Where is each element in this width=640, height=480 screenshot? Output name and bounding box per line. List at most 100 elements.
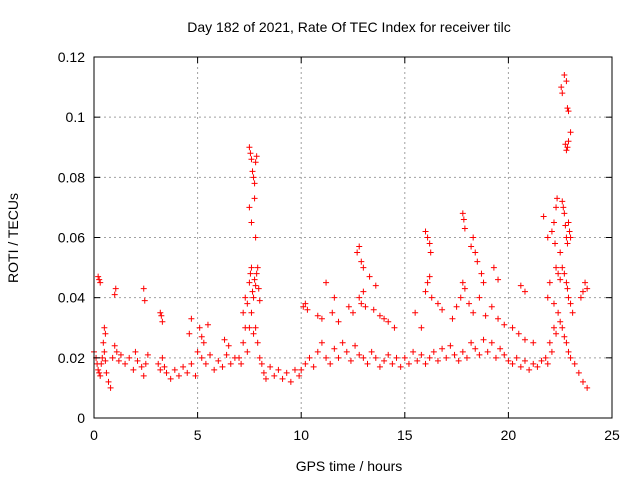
data-point (141, 297, 148, 304)
data-point (468, 339, 475, 346)
data-point (393, 354, 400, 361)
data-point (472, 345, 479, 352)
data-point (553, 330, 560, 337)
data-points (91, 72, 591, 391)
y-tick-label: 0.08 (58, 169, 85, 185)
data-point (546, 279, 553, 286)
data-point (405, 360, 412, 367)
data-point (111, 342, 118, 349)
data-point (251, 276, 258, 283)
data-point (339, 339, 346, 346)
data-point (426, 354, 433, 361)
data-point (470, 309, 477, 316)
data-point (461, 225, 468, 232)
data-point (544, 360, 551, 367)
data-point (422, 360, 429, 367)
data-point (422, 228, 429, 235)
data-point (564, 144, 571, 151)
data-point (360, 354, 367, 361)
data-point (107, 384, 114, 391)
data-point (192, 372, 199, 379)
data-point (194, 348, 201, 355)
data-point (109, 354, 116, 361)
data-point (247, 270, 254, 277)
data-point (509, 324, 516, 331)
data-point (314, 312, 321, 319)
data-point (577, 294, 584, 301)
data-point (318, 339, 325, 346)
data-point (472, 249, 479, 256)
data-point (196, 324, 203, 331)
data-point (304, 306, 311, 313)
data-point (538, 357, 545, 364)
data-point (347, 357, 354, 364)
data-point (495, 276, 502, 283)
data-point (439, 345, 446, 352)
data-point (476, 351, 483, 358)
y-tick-label: 0.02 (58, 350, 85, 366)
data-point (221, 336, 228, 343)
data-point (553, 264, 560, 271)
data-point (439, 306, 446, 313)
data-point (227, 360, 234, 367)
data-point (565, 138, 572, 145)
data-point (343, 348, 350, 355)
data-point (167, 375, 174, 382)
data-point (466, 300, 473, 307)
data-point (95, 366, 102, 373)
data-point (381, 315, 388, 322)
data-point (248, 264, 255, 271)
data-point (443, 354, 450, 361)
data-point (247, 150, 254, 157)
data-point (144, 351, 151, 358)
data-point (95, 273, 102, 280)
data-point (198, 333, 205, 340)
data-point (126, 354, 133, 361)
data-point (252, 234, 259, 241)
data-point (391, 324, 398, 331)
data-point (555, 309, 562, 316)
data-point (368, 348, 375, 355)
data-point (552, 240, 559, 247)
data-point (223, 351, 230, 358)
data-point (530, 339, 537, 346)
data-point (557, 249, 564, 256)
data-point (428, 294, 435, 301)
data-point (557, 318, 564, 325)
data-point (410, 348, 417, 355)
data-point (253, 153, 260, 160)
data-point (296, 372, 303, 379)
data-point (198, 354, 205, 361)
data-point (188, 315, 195, 322)
y-axis-label: ROTI / TECUs (5, 193, 21, 283)
data-point (480, 279, 487, 286)
data-point (251, 195, 258, 202)
data-point (306, 354, 313, 361)
data-point (550, 219, 557, 226)
data-point (579, 288, 586, 295)
data-point (250, 294, 257, 301)
data-point (354, 249, 361, 256)
data-point (426, 273, 433, 280)
data-point (550, 300, 557, 307)
data-point (460, 216, 467, 223)
y-tick-label: 0.12 (58, 49, 85, 65)
data-point (101, 324, 108, 331)
data-point (117, 351, 124, 358)
data-point (566, 228, 573, 235)
data-point (401, 354, 408, 361)
data-point (186, 330, 193, 337)
data-point (253, 270, 260, 277)
data-point (138, 363, 145, 370)
data-point (463, 354, 470, 361)
data-point (360, 264, 367, 271)
data-point (567, 234, 574, 241)
data-point (370, 306, 377, 313)
data-point (513, 354, 520, 361)
data-point (530, 360, 537, 367)
data-point (256, 354, 263, 361)
data-point (560, 204, 567, 211)
data-point (102, 330, 109, 337)
data-point (457, 294, 464, 301)
data-point (385, 351, 392, 358)
